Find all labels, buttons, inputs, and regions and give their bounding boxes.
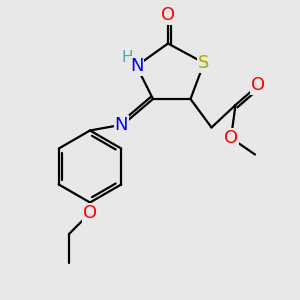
Text: N: N	[115, 116, 128, 134]
Text: H: H	[122, 50, 133, 64]
Text: O: O	[83, 204, 97, 222]
Text: S: S	[198, 54, 210, 72]
Text: O: O	[224, 129, 238, 147]
Text: N: N	[130, 57, 143, 75]
Text: O: O	[251, 76, 265, 94]
Text: O: O	[161, 6, 175, 24]
